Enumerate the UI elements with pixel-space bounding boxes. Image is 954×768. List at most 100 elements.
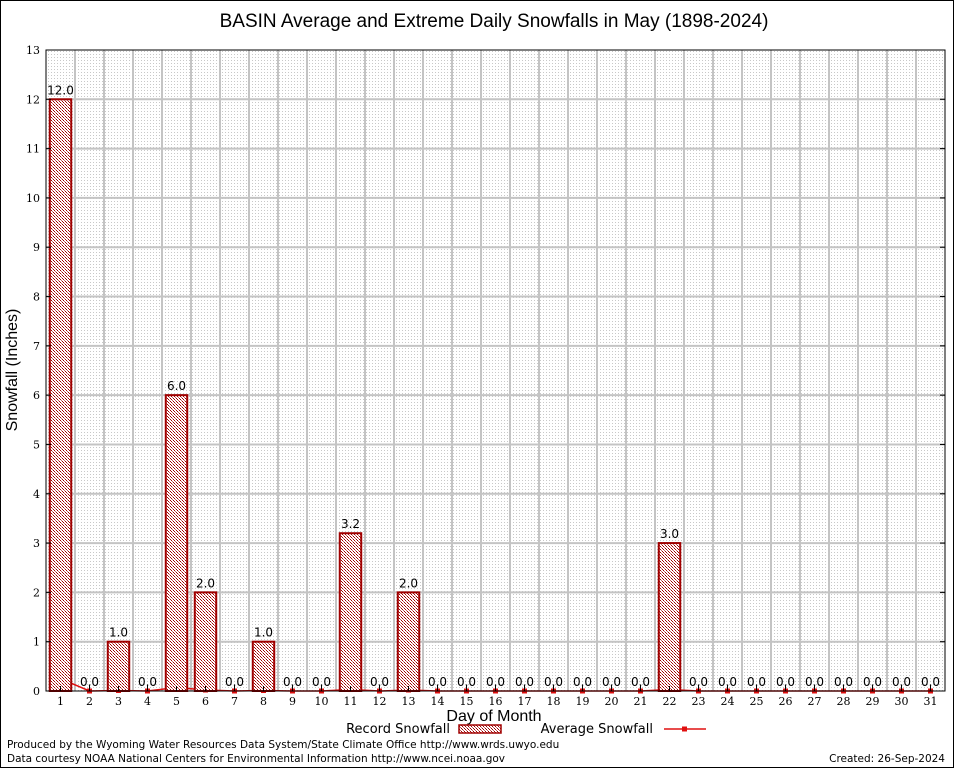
bar-value-label: 0.0 [428, 675, 447, 689]
x-tick-label: 11 [344, 695, 358, 708]
bar-value-label: 0.0 [486, 675, 505, 689]
record-snowfall-bar [338, 532, 363, 693]
y-tick-label: 3 [33, 537, 40, 550]
x-tick-label: 15 [460, 695, 474, 708]
bar-value-labels: 12.0 0.0 1.0 0.0 6.0 2.0 0.0 1.0 0.0 0.0 3.2 0.0 2.0… [47, 83, 940, 689]
bar-value-label: 0.0 [689, 675, 708, 689]
legend: Record Snowfall Average Snowfall [346, 722, 706, 737]
x-tick-label: 12 [373, 695, 387, 708]
record-snowfall-bar [251, 640, 276, 693]
y-tick-label: 8 [33, 291, 40, 304]
x-tick-label: 24 [721, 695, 735, 708]
x-tick-labels: 1 2 3 4 5 6 7 8 9 10 11 12 13 14 15 16 17 18 19 20 21 22 23 24 2… [57, 686, 938, 708]
legend-swatch-average-marker [682, 726, 687, 732]
y-tick-label: 4 [33, 488, 40, 501]
legend-label-record-snowfall: Record Snowfall [346, 722, 450, 737]
record-snowfall-bar [48, 98, 73, 693]
bar-value-label: 0.0 [834, 675, 853, 689]
x-tick-label: 25 [750, 695, 764, 708]
bar-value-label: 0.0 [892, 675, 911, 689]
bar-value-label: 0.0 [225, 675, 244, 689]
y-tick-label: 6 [33, 389, 40, 402]
legend-swatch-record-snowfall [458, 724, 502, 734]
bar-value-label: 0.0 [776, 675, 795, 689]
bar-value-label: 1.0 [109, 626, 128, 640]
y-tick-label: 7 [33, 340, 40, 353]
y-tick-label: 5 [33, 438, 40, 451]
bar-value-label: 3.0 [660, 527, 679, 541]
y-tick-label: 0 [33, 685, 40, 698]
x-tick-label: 20 [605, 695, 619, 708]
x-tick-label: 2 [86, 695, 93, 708]
chart-title: BASIN Average and Extreme Daily Snowfall… [220, 11, 769, 32]
bar-value-label: 0.0 [80, 675, 99, 689]
bar-value-label: 0.0 [544, 675, 563, 689]
x-tick-label: 17 [518, 695, 532, 708]
y-tick-label: 1 [33, 636, 40, 649]
record-snowfall-bar [106, 640, 131, 693]
bar-value-label: 0.0 [631, 675, 650, 689]
y-tick-label: 9 [33, 241, 40, 254]
record-snowfall-bar [164, 394, 189, 692]
bar-value-label: 0.0 [573, 675, 592, 689]
bar-value-label: 0.0 [312, 675, 331, 689]
bar-value-label: 0.0 [805, 675, 824, 689]
grid-lines [46, 50, 945, 691]
y-tick-label: 11 [26, 143, 40, 156]
x-tick-label: 29 [866, 695, 880, 708]
bar-value-label: 0.0 [921, 675, 940, 689]
plot-area-background [46, 50, 945, 691]
y-axis-label: Snowfall (Inches) [4, 309, 21, 432]
x-tick-label: 16 [489, 695, 503, 708]
x-tick-label: 10 [315, 695, 329, 708]
record-snowfall-bars [48, 98, 682, 693]
bar-value-label: 3.2 [341, 517, 360, 531]
footer-produced-by: Produced by the Wyoming Water Resources … [7, 739, 559, 751]
bar-value-label: 0.0 [138, 675, 157, 689]
x-tick-label: 9 [289, 695, 296, 708]
x-tick-label: 18 [547, 695, 561, 708]
y-tick-label: 2 [33, 586, 40, 599]
record-snowfall-bar [396, 591, 421, 693]
x-tick-label: 6 [202, 695, 209, 708]
bar-value-label: 2.0 [399, 576, 418, 590]
bar-value-label: 0.0 [370, 675, 389, 689]
bar-value-label: 0.0 [602, 675, 621, 689]
x-tick-label: 8 [260, 695, 267, 708]
bar-value-label: 0.0 [747, 675, 766, 689]
x-tick-label: 1 [57, 695, 64, 708]
x-tick-label: 7 [231, 695, 238, 708]
x-tick-label: 26 [779, 695, 793, 708]
plot-area-border [45, 49, 946, 692]
x-tick-label: 14 [431, 695, 445, 708]
bar-value-label: 6.0 [167, 379, 186, 393]
x-tick-label: 22 [663, 695, 677, 708]
x-axis-label: Day of Month [446, 708, 541, 725]
x-tick-label: 5 [173, 695, 180, 708]
x-tick-label: 23 [692, 695, 706, 708]
x-tick-label: 30 [895, 695, 909, 708]
bar-value-label: 0.0 [718, 675, 737, 689]
record-snowfall-bar [657, 542, 682, 692]
x-tick-label: 13 [402, 695, 416, 708]
x-tick-label: 19 [576, 695, 590, 708]
bar-value-label: 0.0 [863, 675, 882, 689]
x-tick-label: 28 [837, 695, 851, 708]
footer-data-courtesy: Data courtesy NOAA National Centers for … [7, 753, 505, 765]
y-tick-label: 12 [26, 93, 40, 106]
bar-value-label: 12.0 [47, 83, 74, 97]
y-tick-label: 13 [26, 44, 40, 57]
x-tick-label: 27 [808, 695, 822, 708]
bar-value-label: 0.0 [515, 675, 534, 689]
bar-value-label: 2.0 [196, 576, 215, 590]
x-tick-label: 31 [924, 695, 938, 708]
x-tick-label: 21 [634, 695, 648, 708]
record-snowfall-bar [193, 591, 218, 693]
bar-value-label: 0.0 [283, 675, 302, 689]
x-tick-label: 4 [144, 695, 151, 708]
footer-created-date: Created: 26-Sep-2024 [829, 753, 945, 765]
bar-value-label: 1.0 [254, 626, 273, 640]
bar-value-label: 0.0 [457, 675, 476, 689]
legend-label-average-snowfall: Average Snowfall [541, 722, 653, 737]
